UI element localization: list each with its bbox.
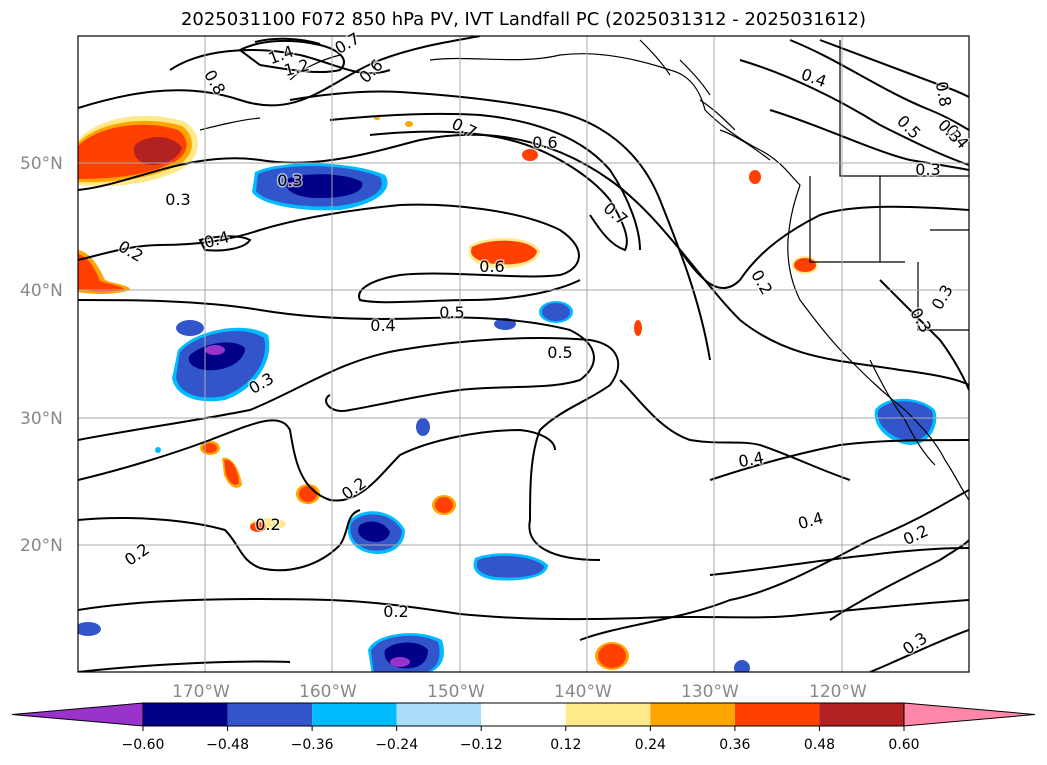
negative-anomaly-south — [78, 447, 750, 672]
colorbar-tick-label: 0.60 — [888, 737, 919, 753]
contour-label: 0.4 — [796, 508, 826, 533]
shaded-field — [78, 115, 937, 672]
colorbar-segment — [227, 703, 313, 726]
lon-label-120w: 120°W — [809, 682, 867, 702]
negative-anomaly-small-1 — [176, 301, 573, 436]
negative-anomaly-west — [172, 327, 270, 402]
colorbar-tick-label: −0.48 — [206, 737, 249, 753]
lat-label-50n: 50°N — [20, 154, 63, 174]
pv-contours — [78, 36, 969, 672]
colorbar-tick-label: 0.36 — [719, 737, 750, 753]
negative-anomaly-north — [252, 163, 388, 211]
lon-label-160w: 160°W — [299, 682, 357, 702]
contour-label: 0.4 — [370, 316, 395, 335]
contour-label: 0.2 — [383, 602, 408, 621]
lon-label-130w: 130°W — [681, 682, 739, 702]
contour-label: 0.3 — [928, 281, 957, 313]
colorbar: −0.60 −0.48 −0.36 −0.24 −0.12 0.12 0.24 0.36 0.4… — [11, 702, 1036, 753]
colorbar-tick-label: −0.60 — [122, 737, 165, 753]
colorbar-tick-label: 0.24 — [635, 737, 666, 753]
colorbar-frame — [142, 702, 905, 727]
contour-label: 0.2 — [255, 515, 280, 534]
longitude-labels: 170°W 160°W 150°W 140°W 130°W 120°W — [172, 682, 867, 702]
colorbar-segment — [396, 703, 482, 726]
colorbar-segment — [312, 703, 397, 726]
coastline — [199, 39, 969, 501]
lon-label-170w: 170°W — [172, 682, 230, 702]
contour-label: 0.7 — [331, 29, 363, 58]
contour-label: 0.5 — [439, 303, 464, 322]
colorbar-extend-high — [903, 702, 1036, 727]
contour-label: 0.4 — [737, 448, 765, 471]
colorbar-segment — [734, 703, 820, 726]
contour-label: 0.3 — [277, 171, 302, 190]
contour-label: 0.5 — [547, 343, 572, 362]
plot-frame — [77, 35, 970, 673]
colorbar-segment — [481, 703, 566, 726]
colorbar-tick-label: 0.12 — [550, 737, 581, 753]
lat-label-40n: 40°N — [20, 281, 63, 301]
map-title: 2025031100 F072 850 hPa PV, IVT Landfall… — [180, 9, 867, 30]
colorbar-segment — [650, 703, 735, 726]
positive-anomaly-small-1 — [374, 116, 818, 336]
colorbar-tick-label: −0.24 — [375, 737, 418, 753]
lat-label-20n: 20°N — [20, 536, 63, 556]
colorbar-tick-label: 0.48 — [804, 737, 835, 753]
contour-label: 0.4 — [799, 65, 829, 92]
contour-label: 0.6 — [532, 133, 557, 152]
colorbar-segment — [565, 703, 651, 726]
colorbar-extend-low — [11, 702, 144, 727]
contour-label: 0.5 — [893, 111, 924, 142]
colorbar-segment — [143, 703, 228, 726]
lat-label-30n: 30°N — [20, 409, 63, 429]
lon-label-140w: 140°W — [554, 682, 612, 702]
contour-label: 0.2 — [115, 237, 147, 266]
positive-anomaly-central — [468, 238, 540, 269]
contour-label: 0.7 — [449, 114, 480, 142]
contour-label: 0.2 — [121, 539, 153, 569]
latitude-labels: 50°N 40°N 30°N 20°N — [20, 154, 63, 556]
colorbar-tick-label: −0.12 — [460, 737, 503, 753]
contour-label: 0.3 — [915, 160, 940, 179]
positive-anomaly-west-edge — [78, 250, 130, 295]
contour-label: 0.2 — [747, 266, 776, 298]
contour-label: 0.7 — [600, 198, 632, 229]
lon-label-150w: 150°W — [427, 682, 485, 702]
graticule — [78, 36, 969, 672]
contour-label: 0.4 — [202, 227, 232, 252]
colorbar-segment — [819, 703, 904, 726]
contour-label: 0.3 — [165, 190, 190, 209]
contour-label: 0.8 — [932, 80, 955, 108]
contour-label: 0.6 — [479, 257, 504, 276]
contour-label: 0.3 — [899, 628, 931, 658]
colorbar-tick-label: −0.36 — [291, 737, 334, 753]
